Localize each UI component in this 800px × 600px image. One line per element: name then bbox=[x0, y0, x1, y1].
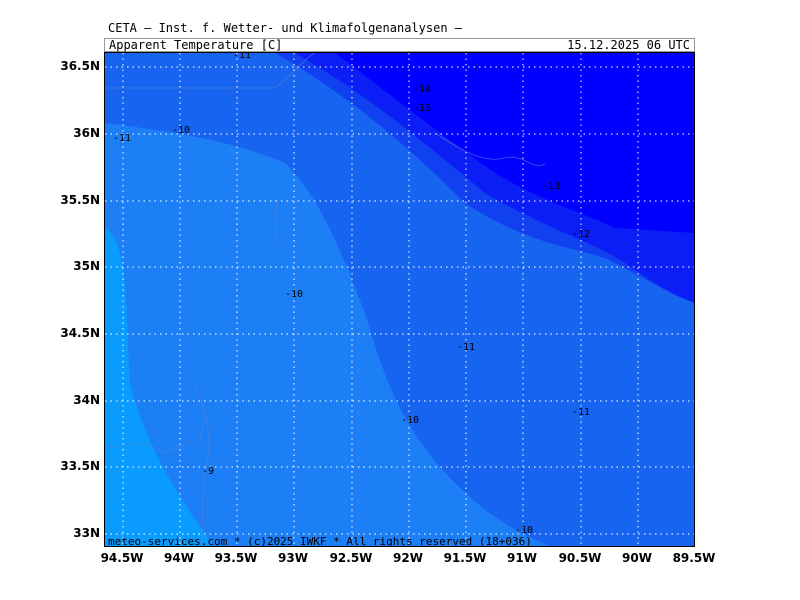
lon-label: 93W bbox=[278, 551, 308, 565]
lat-label: 34.5N bbox=[60, 326, 100, 340]
contour-label: -9 bbox=[202, 466, 215, 477]
contour-label: -11 bbox=[233, 52, 252, 61]
copyright-notice: meteo-services.com * (c)2025 IWKF * All … bbox=[108, 535, 532, 548]
graticule bbox=[105, 53, 694, 546]
contour-map bbox=[105, 53, 694, 546]
info-bar: Apparent Temperature [C] 15.12.2025 06 U… bbox=[104, 38, 695, 52]
lon-label: 93.5W bbox=[214, 551, 258, 565]
lon-label: 91.5W bbox=[443, 551, 487, 565]
lon-label: 92W bbox=[393, 551, 423, 565]
contour-label: -10 bbox=[401, 415, 420, 426]
band-minus-14 bbox=[335, 53, 694, 233]
contour-label: -13 bbox=[413, 103, 432, 114]
contour-label: -13 bbox=[542, 181, 561, 192]
lon-label: 92.5W bbox=[329, 551, 373, 565]
contour-label: -12 bbox=[572, 229, 591, 240]
lon-label: 90W bbox=[622, 551, 652, 565]
contour-label: -10 bbox=[172, 125, 191, 136]
band-minus-9 bbox=[105, 228, 214, 546]
contour-label: -11 bbox=[457, 342, 476, 353]
lat-label: 33.5N bbox=[60, 459, 100, 473]
lon-label: 91W bbox=[507, 551, 537, 565]
contour-label: -10 bbox=[515, 525, 534, 536]
contour-label: -14 bbox=[413, 84, 432, 95]
lat-label: 36.5N bbox=[60, 59, 100, 73]
contour-label: -11 bbox=[572, 407, 591, 418]
lon-label: 94.5W bbox=[100, 551, 144, 565]
lat-label: 35.5N bbox=[60, 193, 100, 207]
band-minus-10 bbox=[105, 123, 550, 546]
contour-label: -10 bbox=[285, 289, 304, 300]
lon-label: 94W bbox=[164, 551, 194, 565]
border-lines bbox=[105, 53, 546, 546]
map-panel: -11 -14 -13 -11 -10 -13 -12 -10 -11 -10 … bbox=[104, 52, 695, 547]
parameter-label: Apparent Temperature [C] bbox=[109, 38, 283, 52]
lon-label: 90.5W bbox=[558, 551, 602, 565]
lat-label: 36N bbox=[73, 126, 100, 140]
map-title: CETA — Inst. f. Wetter- und Klimafolgena… bbox=[108, 21, 463, 35]
lon-label: 89.5W bbox=[672, 551, 716, 565]
contour-label: -11 bbox=[113, 133, 132, 144]
lat-label: 35N bbox=[73, 259, 100, 273]
valid-time-label: 15.12.2025 06 UTC bbox=[567, 38, 690, 52]
lat-label: 33N bbox=[73, 526, 100, 540]
lat-label: 34N bbox=[73, 393, 100, 407]
